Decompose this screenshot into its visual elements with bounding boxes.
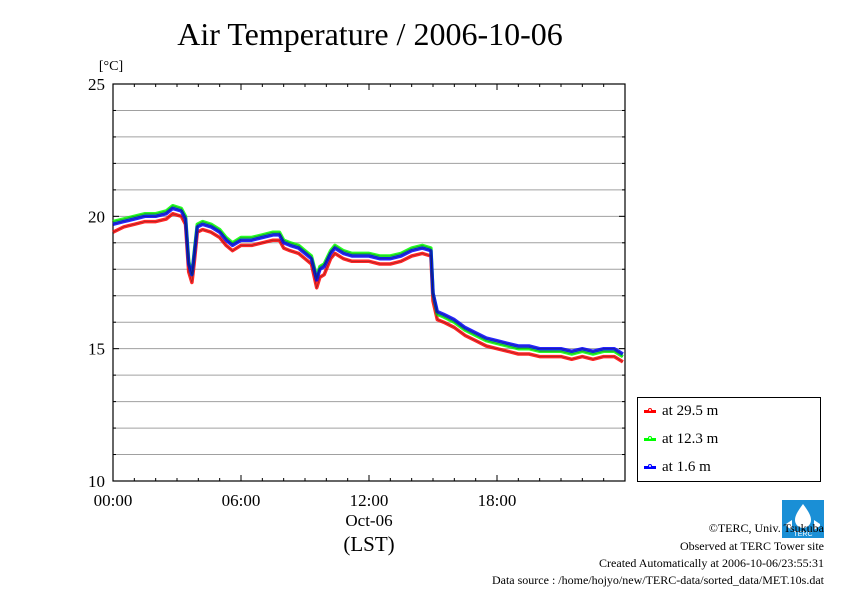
x-tick-label: 18:00 [478, 491, 517, 510]
footer-observed: Observed at TERC Tower site [679, 539, 824, 553]
x-tick-label: 06:00 [222, 491, 261, 510]
date-label: Oct-06 [345, 511, 392, 530]
y-tick-label: 20 [88, 207, 105, 226]
y-tick-label: 15 [88, 340, 105, 359]
legend-swatch-green [644, 435, 656, 441]
legend-item-29-5m: at 29.5 m [644, 401, 718, 421]
plot-frame [112, 83, 626, 482]
y-axis-label: [°C] [99, 59, 123, 74]
x-tick-label: 00:00 [94, 491, 133, 510]
legend-label: at 12.3 m [662, 430, 719, 447]
terc-logo-icon: TERC [782, 500, 824, 538]
footer-copyright: ©TERC, Univ. Tsukuba [708, 521, 824, 535]
x-axis-label: (LST) [343, 532, 394, 556]
legend-item-1-6m: at 1.6 m [644, 457, 711, 477]
y-tick-label: 10 [88, 472, 105, 491]
x-tick-label: 12:00 [350, 491, 389, 510]
legend-label: at 29.5 m [662, 402, 719, 419]
series-core-1 [112, 205, 624, 357]
legend-label: at 1.6 m [662, 458, 711, 475]
series-line-1 [112, 203, 624, 359]
series-line-2 [112, 206, 624, 356]
y-tick-label: 25 [88, 75, 105, 94]
series-line-0 [112, 211, 624, 364]
legend-swatch-blue [644, 463, 656, 469]
chart-title: Air Temperature / 2006-10-06 [177, 16, 563, 52]
logo-text: TERC [793, 531, 812, 538]
chart-legend: at 29.5 m at 12.3 m at 1.6 m [637, 397, 821, 482]
footer-created: Created Automatically at 2006-10-06/23:5… [599, 556, 824, 570]
footer-source: Data source : /home/hojyo/new/TERC-data/… [491, 573, 824, 587]
legend-swatch-red [644, 407, 656, 413]
series-core-2 [112, 208, 624, 355]
series-core-0 [112, 213, 624, 363]
legend-item-12-3m: at 12.3 m [644, 429, 718, 449]
